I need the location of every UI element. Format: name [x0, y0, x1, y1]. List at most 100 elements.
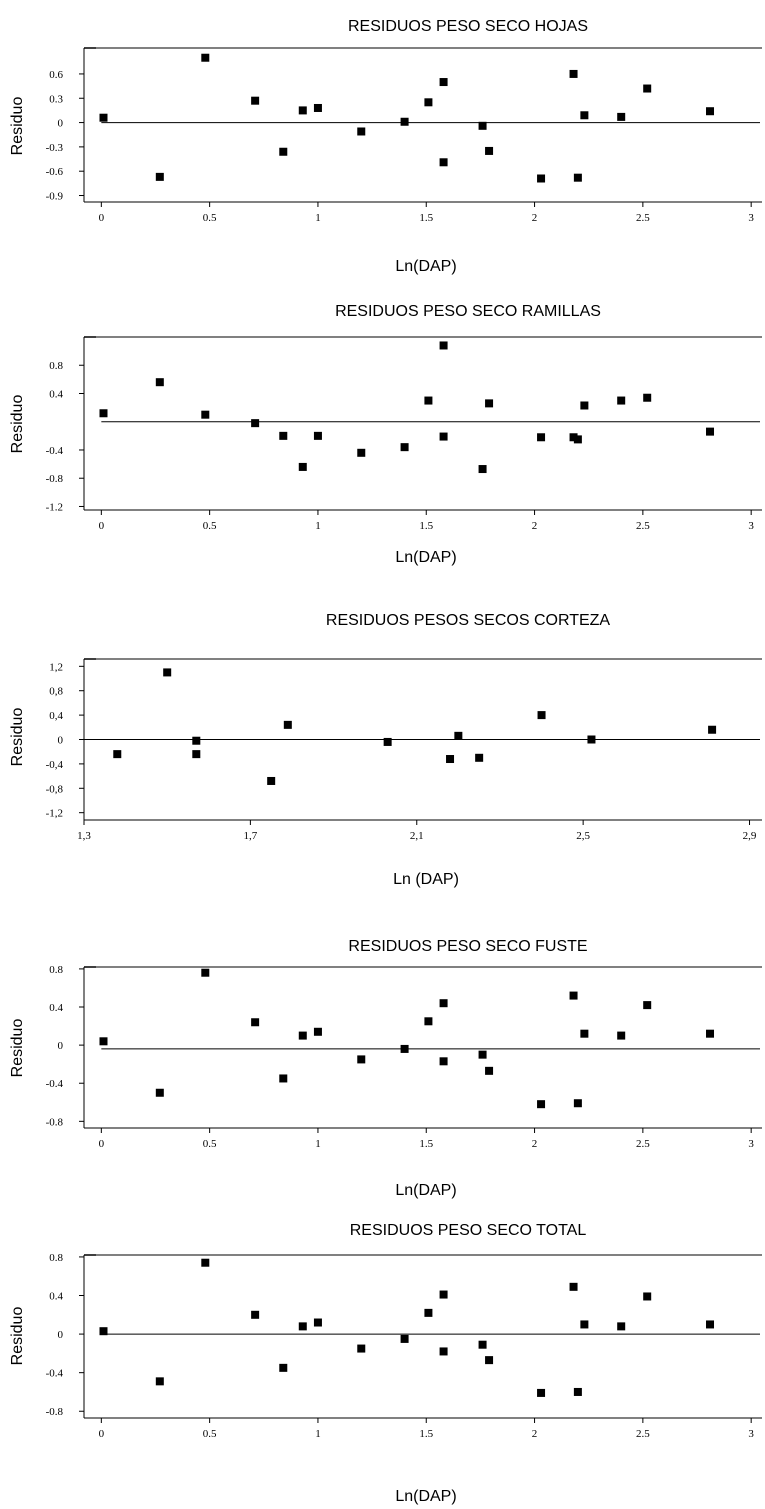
data-point [580, 1029, 589, 1038]
data-point [439, 1290, 448, 1299]
x-tick-label: 2,5 [576, 830, 590, 842]
data-point [643, 393, 652, 402]
chart-5: RESIDUOS PESO SECO TOTAL 0 0.5 1 1.5 2 2.5 3 0.8… [9, 1222, 762, 1505]
y-tick-label: 0.8 [49, 964, 63, 976]
data-point [99, 113, 108, 122]
data-point [313, 1027, 322, 1036]
x-tick-label: 0.5 [203, 1138, 217, 1150]
chart-title: RESIDUOS PESO SECO TOTAL [350, 1222, 587, 1239]
data-point [283, 720, 292, 729]
x-tick-label: 0 [99, 1138, 105, 1150]
data-point [99, 409, 108, 418]
data-point [537, 1388, 546, 1397]
data-point [201, 968, 210, 977]
x-tick-label: 3 [748, 212, 754, 224]
y-tick-label: -0.4 [46, 1078, 64, 1090]
data-point [439, 1057, 448, 1066]
y-axis-label: Residuo [9, 97, 26, 156]
data-point [251, 1018, 260, 1027]
x-axis-label: Ln (DAP) [393, 871, 459, 888]
data-point [569, 1282, 578, 1291]
x-tick-label: 1 [315, 1138, 321, 1150]
chart-title: RESIDUOS PESO SECO RAMILLAS [335, 303, 601, 320]
x-tick-label: 0 [99, 1428, 105, 1440]
y-tick-label: -0,8 [46, 783, 64, 795]
data-point [424, 98, 433, 107]
y-tick-label: 0 [58, 735, 64, 747]
data-point [357, 1344, 366, 1353]
x-tick-label: 0 [99, 520, 105, 532]
data-point [617, 1322, 626, 1331]
data-point [643, 1292, 652, 1301]
x-tick-label: 2 [532, 1428, 538, 1440]
chart-title: RESIDUOS PESOS SECOS CORTEZA [326, 612, 611, 629]
x-axis-label: Ln(DAP) [395, 258, 456, 275]
data-point [267, 776, 276, 785]
data-point [155, 1377, 164, 1386]
x-tick-label: 1.5 [419, 520, 433, 532]
data-point [485, 399, 494, 408]
data-point [580, 111, 589, 120]
x-axis-label: Ln(DAP) [395, 1488, 456, 1505]
data-point [617, 396, 626, 405]
y-tick-label: 0.6 [49, 69, 63, 81]
data-point [569, 991, 578, 1000]
y-tick-label: -0.8 [46, 473, 64, 485]
data-point [643, 84, 652, 93]
data-point [424, 1017, 433, 1026]
data-point [201, 410, 210, 419]
data-point [643, 1001, 652, 1010]
y-tick-label: -0.8 [46, 1116, 64, 1128]
y-axis-label: Residuo [9, 1307, 26, 1366]
data-point [424, 396, 433, 405]
data-point [617, 112, 626, 121]
y-tick-label: 0.4 [49, 388, 63, 400]
data-point [155, 378, 164, 387]
chart-title: RESIDUOS PESO SECO FUSTE [348, 938, 587, 955]
data-point [573, 173, 582, 182]
y-tick-label: -0,4 [46, 759, 64, 771]
data-point [192, 750, 201, 759]
data-point [573, 1099, 582, 1108]
data-point [537, 711, 546, 720]
y-tick-label: 0.4 [49, 1291, 63, 1303]
data-point [424, 1308, 433, 1317]
data-point [298, 106, 307, 115]
y-tick-label: 0.4 [49, 1002, 63, 1014]
data-point [478, 465, 487, 474]
y-tick-label: -1.2 [46, 501, 63, 513]
data-point [478, 1340, 487, 1349]
data-point [485, 1066, 494, 1075]
x-axis-label: Ln(DAP) [395, 1182, 456, 1199]
data-point [155, 172, 164, 181]
data-point [706, 1320, 715, 1329]
y-tick-label: -1,2 [46, 808, 63, 820]
data-point [279, 1363, 288, 1372]
x-tick-label: 1.5 [419, 212, 433, 224]
x-tick-label: 2.5 [636, 1138, 650, 1150]
y-tick-label: 0.3 [49, 93, 63, 105]
x-tick-label: 2 [532, 1138, 538, 1150]
data-point [99, 1327, 108, 1336]
y-tick-label: 0.8 [49, 1252, 63, 1264]
data-point [155, 1088, 164, 1097]
data-point [163, 668, 172, 677]
data-point [313, 1318, 322, 1327]
chart-2: RESIDUOS PESO SECO RAMILLAS 0 0.5 1 1.5 2 2.5 3… [9, 303, 762, 566]
data-point [537, 174, 546, 183]
x-tick-label: 1.5 [419, 1138, 433, 1150]
data-point [357, 1055, 366, 1064]
chart-title: RESIDUOS PESO SECO HOJAS [348, 18, 588, 35]
x-tick-label: 3 [748, 1428, 754, 1440]
data-point [439, 78, 448, 87]
data-point [298, 1322, 307, 1331]
x-axis-label: Ln(DAP) [395, 549, 456, 566]
y-tick-label: -0.4 [46, 1368, 64, 1380]
x-tick-label: 0.5 [203, 212, 217, 224]
y-tick-label: 0 [58, 1329, 64, 1341]
x-tick-label: 2 [532, 212, 538, 224]
data-point [537, 433, 546, 442]
data-point [706, 427, 715, 436]
y-axis-label: Residuo [9, 1019, 26, 1078]
data-point [298, 462, 307, 471]
